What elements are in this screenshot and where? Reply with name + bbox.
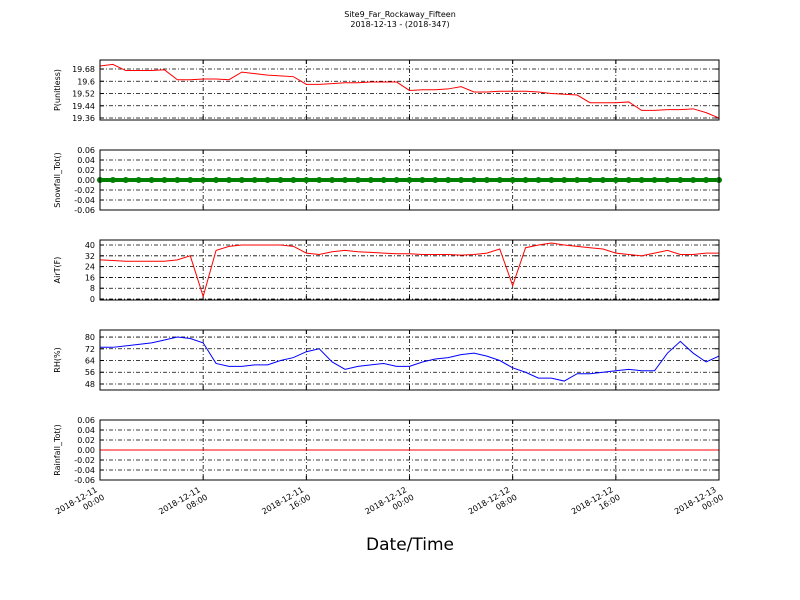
chart-title: Site9_Far_Rockaway_Fifteen (344, 10, 456, 19)
data-point (148, 177, 155, 183)
y-tick-label: 8 (90, 284, 95, 293)
y-tick-label: -0.02 (74, 456, 95, 465)
data-point (290, 177, 297, 183)
y-tick-label: 24 (85, 263, 95, 272)
data-point (329, 177, 336, 183)
data-point (393, 177, 400, 183)
y-tick-label: 48 (85, 380, 95, 389)
data-point (690, 177, 697, 183)
y-tick-label: 19.52 (72, 90, 95, 99)
y-tick-label: 0.04 (77, 426, 95, 435)
y-axis-label: RH(%) (53, 347, 62, 372)
plot-frame (99, 329, 720, 391)
data-point (432, 177, 439, 183)
y-tick-label: -0.06 (74, 206, 95, 215)
data-point (342, 177, 349, 183)
y-tick-label: 40 (85, 241, 95, 250)
data-point (200, 177, 207, 183)
chart-subtitle: 2018-12-13 - (2018-347) (350, 20, 449, 29)
data-point (587, 177, 594, 183)
data-point (677, 177, 684, 183)
data-point (213, 177, 220, 183)
x-axis-label: Date/Time (366, 535, 454, 555)
data-point (122, 177, 129, 183)
data-point (599, 177, 606, 183)
plot-frame (99, 59, 720, 121)
data-point (548, 177, 555, 183)
data-point (225, 177, 232, 183)
y-axis-label: P(unitless) (53, 69, 62, 111)
data-point (612, 177, 619, 183)
y-tick-label: 80 (85, 333, 95, 342)
plot-frame (99, 149, 720, 211)
data-point (625, 177, 632, 183)
data-point (664, 177, 671, 183)
y-tick-label: 0.06 (77, 146, 95, 155)
data-point (561, 177, 568, 183)
data-point (509, 177, 516, 183)
y-tick-label: 32 (85, 252, 95, 261)
y-tick-label: 0.00 (77, 176, 95, 185)
y-tick-label: 19.6 (77, 77, 95, 86)
y-axis-label: Snowfall_Tot() (53, 152, 62, 208)
y-tick-label: 56 (85, 368, 95, 377)
y-tick-label: 0.06 (77, 416, 95, 425)
y-tick-label: -0.02 (74, 186, 95, 195)
data-point (483, 177, 490, 183)
data-point (316, 177, 323, 183)
y-tick-label: 0.02 (77, 436, 95, 445)
data-point (574, 177, 581, 183)
data-point (354, 177, 361, 183)
y-tick-label: 16 (85, 273, 95, 282)
plot-frame (99, 239, 720, 301)
data-point (277, 177, 284, 183)
y-tick-label: 0.02 (77, 166, 95, 175)
y-tick-label: 72 (85, 345, 95, 354)
data-point (419, 177, 426, 183)
data-point (380, 177, 387, 183)
y-axis-label: AirT(F) (53, 257, 62, 284)
y-axis-label: Rainfall_Tot() (53, 424, 62, 476)
data-point (470, 177, 477, 183)
data-point (496, 177, 503, 183)
data-point (445, 177, 452, 183)
y-tick-label: 0.00 (77, 446, 95, 455)
y-tick-label: 0.04 (77, 156, 95, 165)
data-point (238, 177, 245, 183)
data-point (367, 177, 374, 183)
data-point (458, 177, 465, 183)
y-tick-label: 64 (85, 357, 95, 366)
data-point (251, 177, 258, 183)
data-point (703, 177, 710, 183)
data-point (638, 177, 645, 183)
data-point (187, 177, 194, 183)
y-tick-label: 0 (90, 295, 95, 304)
data-point (264, 177, 271, 183)
data-line (100, 336, 719, 382)
data-point (161, 177, 168, 183)
y-tick-label: 19.44 (72, 102, 95, 111)
data-point (522, 177, 529, 183)
data-point (651, 177, 658, 183)
y-tick-label: -0.06 (74, 476, 95, 485)
data-point (303, 177, 310, 183)
plot-frame (99, 419, 720, 481)
y-tick-label: -0.04 (74, 466, 95, 475)
data-point (535, 177, 542, 183)
data-point (406, 177, 413, 183)
data-line (100, 242, 719, 299)
y-tick-label: 19.36 (72, 114, 95, 123)
y-tick-label: -0.04 (74, 196, 95, 205)
y-tick-label: 19.68 (72, 65, 95, 74)
data-point (174, 177, 181, 183)
data-point (109, 177, 116, 183)
data-line (100, 63, 719, 119)
data-point (135, 177, 142, 183)
